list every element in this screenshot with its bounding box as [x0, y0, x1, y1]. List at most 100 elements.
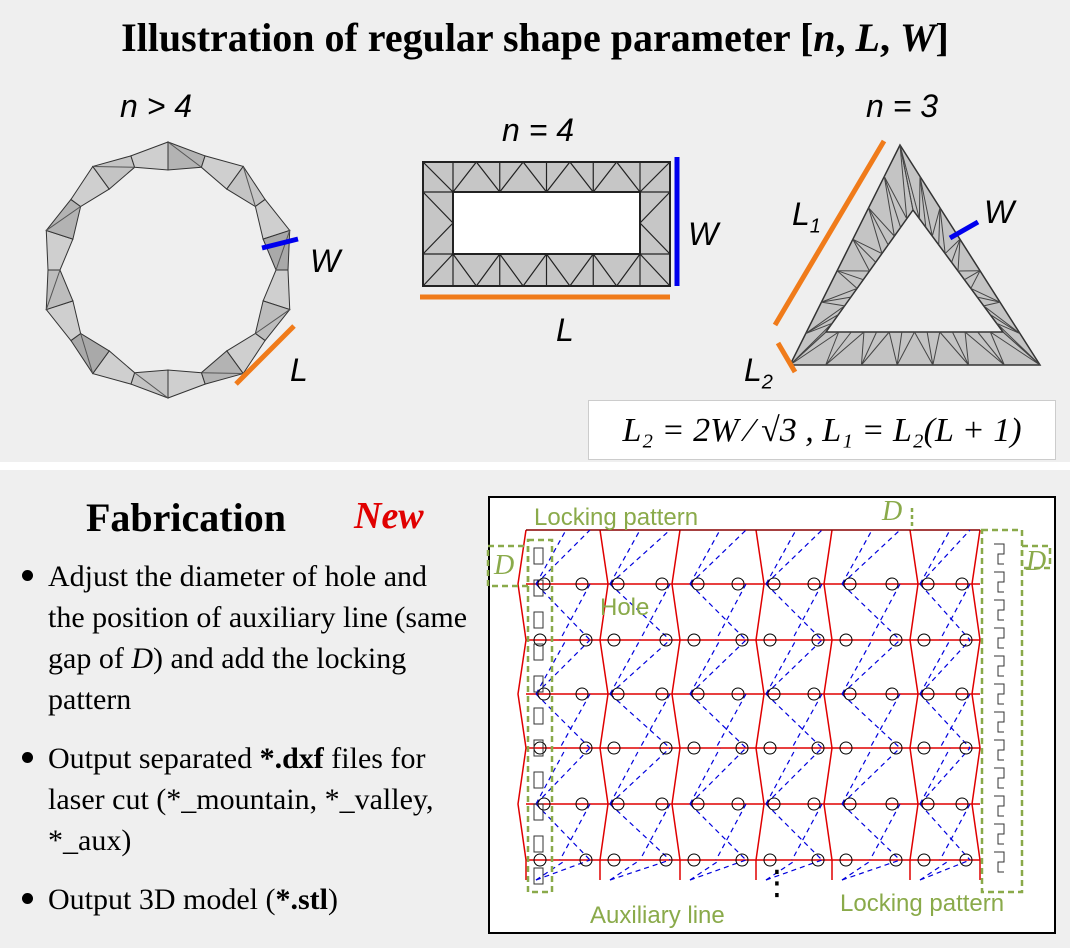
locking-region-right: [980, 528, 1024, 894]
hole: [763, 633, 777, 647]
valley-line: [609, 747, 641, 805]
valley-line: [869, 803, 901, 861]
locking-pattern-bottom-label: Locking pattern: [840, 890, 1005, 917]
gap-box-left: [486, 544, 530, 588]
tri-crease: [868, 207, 883, 254]
valley-line: [841, 583, 901, 641]
hole: [811, 633, 825, 647]
ring-crease: [80, 333, 94, 374]
lock-tab: [994, 571, 1005, 593]
valley-line: [689, 639, 747, 695]
hole: [533, 853, 547, 867]
valley-line: [841, 747, 901, 805]
valley-line: [689, 693, 747, 749]
tri-crease: [964, 270, 981, 281]
hole: [579, 853, 593, 867]
valley-line: [609, 803, 671, 861]
bullet-stl: Output 3D model (*.stl): [20, 879, 470, 920]
tri-crease: [868, 207, 889, 246]
tri-crease: [964, 331, 1005, 366]
valley-line: [689, 639, 721, 695]
rect-crease: [592, 161, 641, 193]
valley-line: [689, 859, 721, 881]
hole: [955, 577, 969, 591]
valley-line: [841, 529, 901, 585]
valley-line: [689, 583, 747, 641]
locking-pattern-top-label: Locking pattern: [534, 504, 699, 531]
ring-L-label: L: [290, 352, 308, 388]
valley-line: [559, 583, 591, 641]
valley-line: [765, 859, 797, 881]
valley-line: [639, 583, 671, 641]
valley-line: [841, 747, 873, 805]
hole: [691, 797, 705, 811]
valley-line: [841, 639, 901, 695]
rect-crease: [452, 161, 501, 193]
gap-D-right: D: [1026, 546, 1047, 577]
valley-line: [559, 803, 591, 861]
ring-crease: [45, 269, 61, 310]
valley-line: [715, 803, 747, 861]
lock-tab: [533, 611, 544, 629]
lock-tab: [994, 683, 1005, 705]
rectangle-shape: [422, 161, 671, 288]
hole: [839, 633, 853, 647]
valley-line: [639, 803, 671, 861]
valley-line: [939, 803, 971, 861]
valley-line: [765, 529, 823, 585]
tri-crease: [951, 331, 970, 366]
rect-crease: [639, 253, 671, 287]
tri-crease: [931, 207, 941, 237]
hole: [807, 577, 821, 591]
rect-crease: [422, 191, 454, 255]
valley-line: [919, 583, 971, 641]
hole: [917, 741, 931, 755]
tri-crease: [805, 322, 833, 335]
ring-crease: [201, 372, 244, 375]
hole: [691, 577, 705, 591]
tri-crease: [860, 331, 865, 366]
tri-crease: [914, 331, 934, 366]
tri-crease: [825, 331, 840, 366]
valley-line: [609, 639, 671, 695]
tri-crease: [852, 238, 883, 255]
tri-W-label: W: [984, 194, 1015, 230]
tri-crease: [821, 301, 845, 307]
valley-line: [841, 639, 873, 695]
tri-L2-marker: [775, 341, 798, 374]
hole: [611, 577, 625, 591]
valley-line: [765, 693, 823, 749]
tri-crease: [944, 238, 961, 254]
valley-line: [535, 693, 591, 749]
hole: [889, 853, 903, 867]
hole: [921, 687, 935, 701]
tri-crease: [983, 305, 1021, 334]
valley-line: [919, 747, 951, 805]
valley-line: [535, 583, 591, 641]
hole: [885, 577, 899, 591]
rect-n-label: n = 4: [502, 112, 575, 148]
valley-line: [919, 529, 971, 585]
tri-crease: [977, 296, 1001, 303]
hole: [763, 741, 777, 755]
hole: [731, 797, 745, 811]
tri-crease: [821, 287, 858, 303]
hole: [607, 853, 621, 867]
tri-crease: [868, 207, 895, 237]
lock-tab: [533, 547, 544, 565]
tri-crease: [896, 331, 915, 366]
mountain-line: [517, 529, 527, 880]
mountain-line: [909, 529, 919, 880]
rect-crease: [639, 191, 671, 255]
valley-line: [919, 639, 951, 695]
tri-crease: [990, 331, 1041, 366]
lock-tab: [533, 643, 544, 661]
tri-crease: [789, 331, 827, 366]
hole-label: Hole: [600, 594, 650, 621]
gap-D-left: D: [494, 550, 515, 581]
tri-crease: [989, 314, 1021, 334]
valley-line: [689, 529, 747, 585]
tri-crease: [919, 176, 927, 228]
tri-crease: [951, 239, 961, 263]
valley-line: [939, 583, 971, 641]
